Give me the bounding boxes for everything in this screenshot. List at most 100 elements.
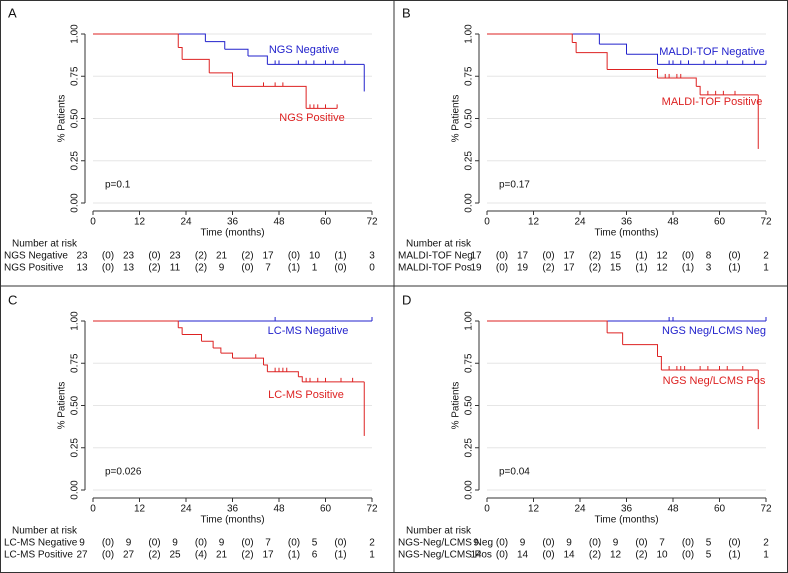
- x-tick-label: 36: [621, 504, 633, 515]
- censored-count: (0): [496, 538, 508, 549]
- survival-step: [657, 355, 662, 371]
- censored-count: (2): [542, 263, 554, 274]
- survival-step: [572, 41, 577, 53]
- censored-count: (0): [102, 538, 114, 549]
- at-risk-count: 27: [123, 550, 135, 561]
- survival-step: [626, 53, 658, 65]
- risk-table-title: Number at risk: [12, 239, 78, 250]
- x-tick-label: 24: [180, 217, 192, 228]
- at-risk-count: 5: [706, 538, 712, 549]
- at-risk-count: 19: [470, 263, 482, 274]
- censored-count: (0): [682, 550, 694, 561]
- risk-row-label: NGS Positive: [4, 263, 64, 274]
- survival-step: [232, 357, 264, 365]
- risk-row-label: NGS Negative: [4, 251, 68, 262]
- y-tick-label: 0.50: [464, 395, 475, 415]
- x-tick-label: 12: [528, 217, 540, 228]
- x-axis-label: Time (months): [594, 228, 658, 239]
- y-tick-label: 0.75: [464, 66, 475, 86]
- censored-count: (1): [334, 251, 346, 262]
- at-risk-count: 7: [659, 538, 665, 549]
- x-tick-label: 12: [528, 504, 540, 515]
- x-tick-label: 0: [90, 504, 96, 515]
- survival-step: [182, 334, 202, 342]
- p-value: p=0.026: [105, 467, 142, 478]
- y-tick-label: 1.00: [464, 24, 475, 44]
- x-tick-label: 0: [484, 217, 490, 228]
- censored-count: (2): [195, 251, 207, 262]
- p-value: p=0.1: [105, 180, 131, 191]
- survival-step: [622, 344, 658, 357]
- survival-step: [178, 47, 183, 60]
- survival-step: [487, 33, 573, 43]
- series-label: NGS Neg/LCMS Neg: [662, 325, 766, 337]
- at-risk-count: 27: [76, 550, 88, 561]
- risk-row-label: LC-MS Negative: [4, 538, 78, 549]
- at-risk-count: 13: [76, 263, 88, 274]
- x-tick-label: 60: [320, 217, 332, 228]
- p-value: p=0.04: [499, 467, 530, 478]
- at-risk-count: 17: [262, 550, 274, 561]
- at-risk-count: 17: [470, 251, 482, 262]
- y-tick-label: 0.25: [464, 151, 475, 171]
- censored-count: (1): [288, 263, 300, 274]
- survival-step: [178, 327, 183, 335]
- censored-count: (1): [728, 263, 740, 274]
- survival-step: [576, 52, 608, 70]
- at-risk-count: 17: [262, 251, 274, 262]
- survival-step: [205, 41, 226, 50]
- x-tick-label: 60: [320, 504, 332, 515]
- at-risk-count: 12: [656, 263, 668, 274]
- x-tick-label: 48: [273, 504, 285, 515]
- y-axis-label: % Patients: [57, 95, 68, 143]
- censored-count: (2): [635, 550, 647, 561]
- at-risk-count: 9: [219, 538, 225, 549]
- at-risk-count: 1: [763, 550, 769, 561]
- at-risk-count: 7: [265, 538, 271, 549]
- x-axis-label: Time (months): [200, 228, 264, 239]
- x-tick-label: 12: [134, 504, 146, 515]
- at-risk-count: 17: [563, 263, 575, 274]
- survival-step: [657, 77, 697, 87]
- at-risk-count: 1: [369, 550, 375, 561]
- at-risk-count: 10: [656, 550, 668, 561]
- censored-count: (1): [334, 550, 346, 561]
- panel-label: B: [402, 5, 411, 20]
- panel-label: C: [8, 292, 17, 307]
- at-risk-count: 9: [219, 263, 225, 274]
- survival-step: [263, 364, 268, 372]
- y-tick-label: 0.50: [70, 108, 81, 128]
- censored-count: (2): [148, 263, 160, 274]
- y-axis-label: % Patients: [451, 382, 462, 430]
- y-tick-label: 0.50: [70, 395, 81, 415]
- censored-count: (0): [102, 251, 114, 262]
- censored-count: (1): [635, 251, 647, 262]
- at-risk-count: 2: [369, 538, 375, 549]
- at-risk-count: 8: [706, 251, 712, 262]
- x-tick-label: 24: [574, 504, 586, 515]
- at-risk-count: 2: [763, 251, 769, 262]
- censored-count: (0): [542, 251, 554, 262]
- at-risk-count: 15: [610, 263, 622, 274]
- at-risk-count: 17: [563, 251, 575, 262]
- x-tick-label: 36: [227, 504, 239, 515]
- survival-step: [248, 55, 268, 65]
- y-tick-label: 1.00: [70, 24, 81, 44]
- at-risk-count: 9: [172, 538, 178, 549]
- censored-count: (0): [148, 538, 160, 549]
- at-risk-count: 17: [517, 251, 529, 262]
- risk-row-label: NGS-Neg/LCMS Pos: [398, 550, 492, 561]
- at-risk-count: 9: [473, 538, 479, 549]
- x-tick-label: 72: [366, 504, 378, 515]
- survival-step: [213, 347, 222, 354]
- at-risk-count: 12: [610, 550, 622, 561]
- survival-step: [607, 68, 658, 78]
- survival-step: [93, 33, 179, 48]
- at-risk-count: 3: [706, 263, 712, 274]
- censored-count: (0): [496, 550, 508, 561]
- y-tick-label: 0.75: [70, 66, 81, 86]
- censored-count: (0): [102, 263, 114, 274]
- censored-count: (0): [682, 251, 694, 262]
- at-risk-count: 5: [706, 550, 712, 561]
- censored-count: (0): [496, 263, 508, 274]
